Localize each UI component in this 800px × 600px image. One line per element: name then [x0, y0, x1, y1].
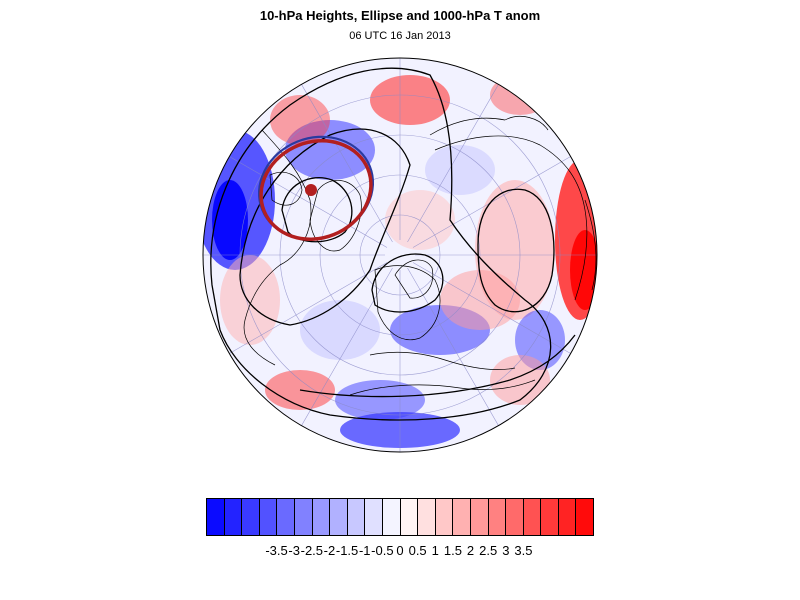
colorbar-tick-label: -0.5	[371, 543, 394, 558]
colorbar-swatch	[207, 499, 225, 535]
coastline-mediterranean	[369, 351, 516, 370]
meridian-line	[226, 262, 388, 356]
anomaly-patch	[220, 255, 280, 345]
colorbar-tick-label: -3	[288, 543, 300, 558]
colorbar-swatch	[312, 499, 331, 535]
anomaly-patch	[440, 270, 520, 330]
chart-subtitle: 06 UTC 16 Jan 2013	[349, 30, 451, 42]
colorbar-swatch	[365, 499, 383, 535]
colorbar-tick-label: 2	[466, 543, 475, 558]
coastline-africa-north	[349, 379, 536, 396]
globe-border	[202, 57, 598, 453]
colorbar-tick-label: 3.5	[514, 543, 533, 558]
colorbar-tick-label: -3.5	[265, 543, 288, 558]
anomaly-patch	[425, 145, 495, 195]
vortex-center-dot	[305, 184, 317, 196]
coastline-asia-north	[434, 135, 588, 301]
colorbar-swatch	[277, 499, 295, 535]
colorbar-swatch	[242, 499, 260, 535]
colorbar-swatch	[506, 499, 524, 535]
colorbar	[206, 498, 594, 536]
vortex-ellipse-outline-red	[259, 139, 373, 241]
anomaly-patch	[490, 75, 550, 115]
height-contour-mid	[239, 128, 411, 326]
colorbar-swatch	[294, 499, 313, 535]
coastline-scandinavia	[394, 259, 434, 299]
anomaly-patch	[490, 355, 550, 405]
anomaly-patch	[285, 120, 375, 180]
colorbar-swatch	[541, 499, 559, 535]
colorbar-tick-label: 0	[396, 543, 404, 558]
colorbar-tick-label: 0.5	[408, 543, 427, 558]
meridian-line	[226, 154, 388, 248]
meridian-line	[299, 81, 393, 243]
colorbar-swatch	[558, 499, 577, 535]
lat-lon-grid	[203, 58, 597, 452]
colorbar-tick-label: 1	[431, 543, 439, 558]
coastline-europe	[374, 265, 441, 340]
chart-title: 10-hPa Heights, Ellipse and 1000-hPa T a…	[259, 8, 541, 23]
colorbar-tick-label: -2	[323, 543, 336, 558]
colorbar-swatch	[453, 499, 471, 535]
colorbar-labels: -3.5 -3 -2.5 -2 -1.5 -1 -0.5 0 0.5 1 1.5 2 2.5 3 3.5	[206, 543, 594, 559]
colorbar-swatch	[259, 499, 278, 535]
height-contour-asia-high	[477, 188, 555, 313]
coastline-hudson-bay	[269, 171, 303, 206]
colorbar-swatch	[523, 499, 542, 535]
meridian-line	[412, 154, 574, 248]
height-contour-south-arc	[299, 334, 576, 398]
anomaly-patch	[370, 75, 450, 125]
colorbar-swatch	[488, 499, 507, 535]
colorbar-tick-label: -1	[358, 543, 371, 558]
colorbar-swatch	[347, 499, 366, 535]
anomaly-patch	[515, 310, 565, 370]
anomaly-patch	[335, 380, 425, 420]
colorbar-tick-label: 1.5	[443, 543, 462, 558]
colorbar-swatch	[470, 499, 489, 535]
colorbar-swatch	[435, 499, 454, 535]
vortex-ellipse	[257, 135, 375, 241]
meridian-line	[412, 262, 574, 356]
colorbar-swatch	[224, 499, 243, 535]
height-contour-outer	[210, 67, 552, 421]
colorbar-tick-label: -1.5	[335, 543, 359, 558]
anomaly-patch	[212, 180, 248, 260]
colorbar-swatch	[576, 499, 594, 535]
height-contour-europe-low	[371, 253, 444, 313]
colorbar-swatch	[382, 499, 401, 535]
coastline-siberia	[429, 117, 506, 136]
height-contour-inner	[281, 177, 353, 243]
coastline-north-america	[243, 129, 312, 366]
colorbar-tick-label: 2.5	[479, 543, 498, 558]
colorbar-tick-label: 3	[502, 543, 510, 558]
anomaly-patch	[300, 300, 380, 360]
colorbar-swatch	[400, 499, 419, 535]
meridian-line	[407, 267, 501, 429]
height-contours	[210, 67, 576, 421]
colorbar-tick-label: -2.5	[300, 543, 324, 558]
colorbar-swatch	[330, 499, 348, 535]
coastline-asia-east	[584, 199, 597, 291]
anomaly-patch	[570, 230, 597, 310]
colorbar-swatch	[418, 499, 436, 535]
coastline-alaska	[504, 116, 549, 131]
coastlines	[243, 116, 597, 396]
meridian-line	[407, 81, 501, 243]
